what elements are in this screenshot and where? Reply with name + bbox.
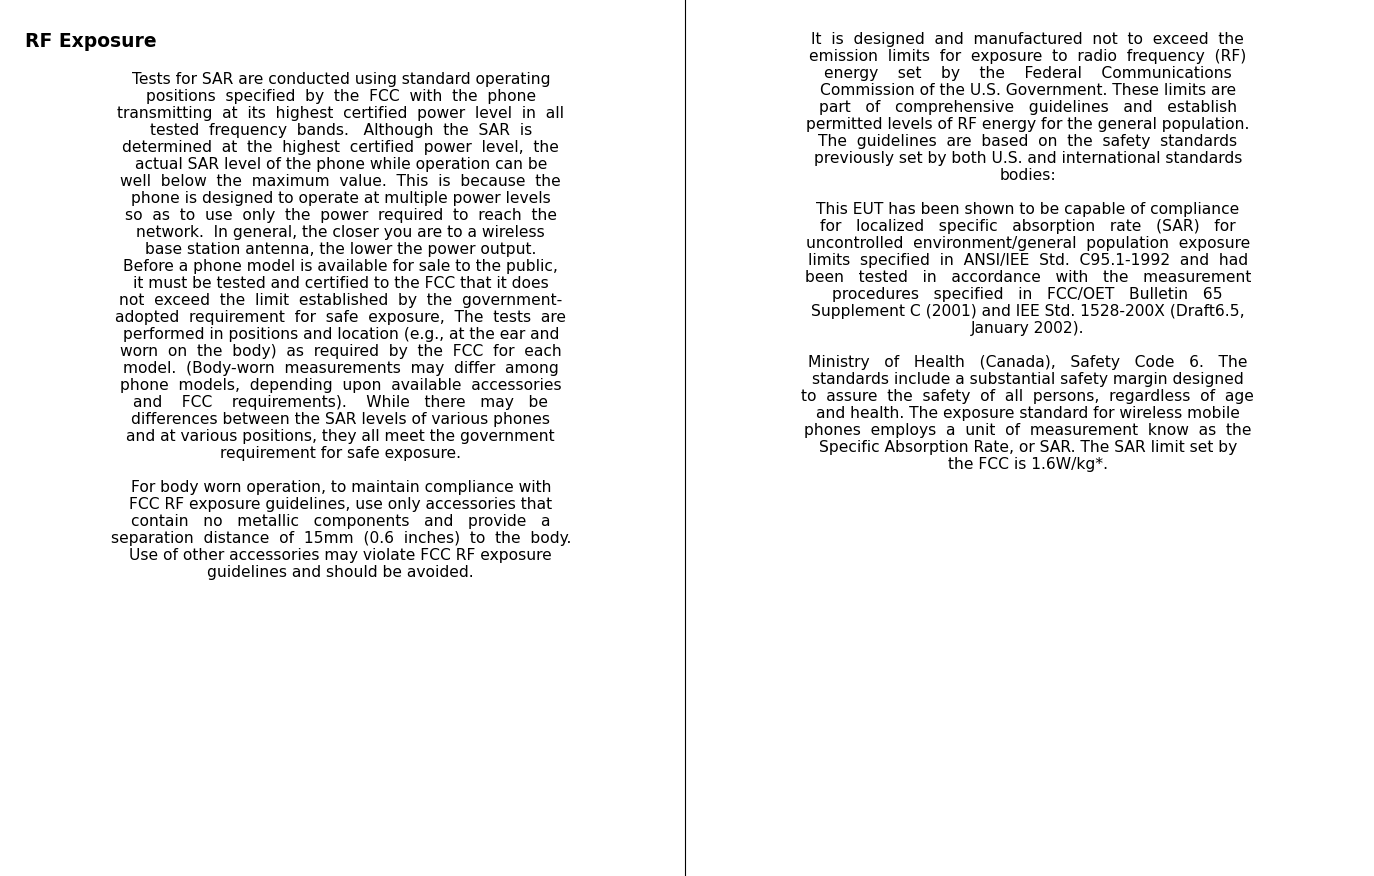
Text: it must be tested and certified to the FCC that it does: it must be tested and certified to the F… <box>133 276 548 291</box>
Text: performed in positions and location (e.g., at the ear and: performed in positions and location (e.g… <box>122 327 559 342</box>
Text: uncontrolled  environment/general  population  exposure: uncontrolled environment/general populat… <box>805 237 1250 251</box>
Text: limits  specified  in  ANSI/IEE  Std.  C95.1-1992  and  had: limits specified in ANSI/IEE Std. C95.1-… <box>808 253 1248 268</box>
Text: and    FCC    requirements).    While   there   may   be: and FCC requirements). While there may b… <box>133 395 548 410</box>
Text: emission  limits  for  exposure  to  radio  frequency  (RF): emission limits for exposure to radio fr… <box>809 49 1246 65</box>
Text: so  as  to  use  only  the  power  required  to  reach  the: so as to use only the power required to … <box>125 208 556 223</box>
Text: worn  on  the  body)  as  required  by  the  FCC  for  each: worn on the body) as required by the FCC… <box>120 343 562 359</box>
Text: tested  frequency  bands.   Although  the  SAR  is: tested frequency bands. Although the SAR… <box>150 123 532 138</box>
Text: FCC RF exposure guidelines, use only accessories that: FCC RF exposure guidelines, use only acc… <box>129 497 552 512</box>
Text: It  is  designed  and  manufactured  not  to  exceed  the: It is designed and manufactured not to e… <box>811 32 1245 47</box>
Text: part   of   comprehensive   guidelines   and   establish: part of comprehensive guidelines and est… <box>819 101 1237 116</box>
Text: been   tested   in   accordance   with   the   measurement: been tested in accordance with the measu… <box>805 271 1250 286</box>
Text: Commission of the U.S. Government. These limits are: Commission of the U.S. Government. These… <box>820 83 1235 98</box>
Text: not  exceed  the  limit  established  by  the  government-: not exceed the limit established by the … <box>120 293 562 307</box>
Text: standards include a substantial safety margin designed: standards include a substantial safety m… <box>812 372 1243 387</box>
Text: permitted levels of RF energy for the general population.: permitted levels of RF energy for the ge… <box>807 117 1249 132</box>
Text: This EUT has been shown to be capable of compliance: This EUT has been shown to be capable of… <box>816 202 1239 217</box>
Text: well  below  the  maximum  value.  This  is  because  the: well below the maximum value. This is be… <box>121 173 561 189</box>
Text: Specific Absorption Rate, or SAR. The SAR limit set by: Specific Absorption Rate, or SAR. The SA… <box>819 441 1237 456</box>
Text: and at various positions, they all meet the government: and at various positions, they all meet … <box>126 428 555 444</box>
Text: phone is designed to operate at multiple power levels: phone is designed to operate at multiple… <box>131 191 551 206</box>
Text: differences between the SAR levels of various phones: differences between the SAR levels of va… <box>132 412 550 427</box>
Text: determined  at  the  highest  certified  power  level,  the: determined at the highest certified powe… <box>122 140 559 155</box>
Text: previously set by both U.S. and international standards: previously set by both U.S. and internat… <box>813 152 1242 166</box>
Text: phone  models,  depending  upon  available  accessories: phone models, depending upon available a… <box>120 378 562 392</box>
Text: For body worn operation, to maintain compliance with: For body worn operation, to maintain com… <box>131 480 551 495</box>
Text: phones  employs  a  unit  of  measurement  know  as  the: phones employs a unit of measurement kno… <box>804 423 1252 438</box>
Text: energy    set    by    the    Federal    Communications: energy set by the Federal Communications <box>824 67 1231 81</box>
Text: Before a phone model is available for sale to the public,: Before a phone model is available for sa… <box>124 258 558 274</box>
Text: transmitting  at  its  highest  certified  power  level  in  all: transmitting at its highest certified po… <box>117 106 565 121</box>
Text: RF Exposure: RF Exposure <box>25 32 157 52</box>
Text: requirement for safe exposure.: requirement for safe exposure. <box>220 446 462 461</box>
Text: the FCC is 1.6W/kg*.: the FCC is 1.6W/kg*. <box>948 457 1107 472</box>
Text: actual SAR level of the phone while operation can be: actual SAR level of the phone while oper… <box>135 157 547 172</box>
Text: base station antenna, the lower the power output.: base station antenna, the lower the powe… <box>146 242 536 257</box>
Text: The  guidelines  are  based  on  the  safety  standards: The guidelines are based on the safety s… <box>818 134 1238 150</box>
Text: positions  specified  by  the  FCC  with  the  phone: positions specified by the FCC with the … <box>146 88 536 104</box>
Text: separation  distance  of  15mm  (0.6  inches)  to  the  body.: separation distance of 15mm (0.6 inches)… <box>110 531 572 546</box>
Text: January 2002).: January 2002). <box>971 321 1084 336</box>
Text: network.  In general, the closer you are to a wireless: network. In general, the closer you are … <box>136 225 545 240</box>
Text: adopted  requirement  for  safe  exposure,  The  tests  are: adopted requirement for safe exposure, T… <box>115 310 566 325</box>
Text: contain   no   metallic   components   and   provide   a: contain no metallic components and provi… <box>131 513 551 529</box>
Text: Use of other accessories may violate FCC RF exposure: Use of other accessories may violate FCC… <box>129 548 552 562</box>
Text: bodies:: bodies: <box>999 168 1057 183</box>
Text: procedures   specified   in   FCC/OET   Bulletin   65: procedures specified in FCC/OET Bulletin… <box>833 287 1223 302</box>
Text: to  assure  the  safety  of  all  persons,  regardless  of  age: to assure the safety of all persons, reg… <box>801 389 1254 405</box>
Text: Ministry   of   Health   (Canada),   Safety   Code   6.   The: Ministry of Health (Canada), Safety Code… <box>808 356 1248 371</box>
Text: and health. The exposure standard for wireless mobile: and health. The exposure standard for wi… <box>816 406 1239 421</box>
Text: Tests for SAR are conducted using standard operating: Tests for SAR are conducted using standa… <box>132 72 550 87</box>
Text: for   localized   specific   absorption   rate   (SAR)   for: for localized specific absorption rate (… <box>820 219 1235 235</box>
Text: model.  (Body-worn  measurements  may  differ  among: model. (Body-worn measurements may diffe… <box>122 361 559 376</box>
Text: Supplement C (2001) and IEE Std. 1528-200X (Draft6.5,: Supplement C (2001) and IEE Std. 1528-20… <box>811 304 1245 320</box>
Text: guidelines and should be avoided.: guidelines and should be avoided. <box>207 565 474 580</box>
